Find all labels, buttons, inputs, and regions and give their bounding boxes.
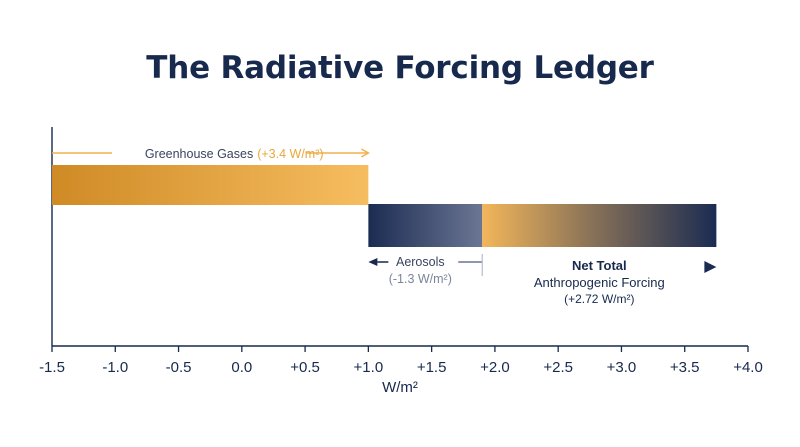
x-tick-label: +2.5 <box>543 359 573 376</box>
ghg-label: Greenhouse Gases (+3.4 W/m²) <box>145 147 324 161</box>
aerosols-label: Aerosols <box>396 255 445 269</box>
ghg-arrowhead-icon <box>360 148 370 158</box>
bar-net-total <box>482 204 717 247</box>
aerosols-value-label: (-1.3 W/m²) <box>389 272 452 286</box>
x-tick-label: +2.0 <box>480 359 510 376</box>
net-label-line1: Net Total <box>572 258 627 273</box>
x-tick-label: 0.0 <box>231 359 252 376</box>
net-label-line2: Anthropogenic Forcing <box>534 275 665 290</box>
x-tick-label: +1.0 <box>354 359 384 376</box>
x-tick-label: +4.0 <box>733 359 763 376</box>
x-axis-label: W/m² <box>382 379 418 396</box>
x-tick-label: +3.0 <box>607 359 637 376</box>
net-value-label: (+2.72 W/m²) <box>564 292 634 306</box>
x-tick-label: -1.0 <box>102 359 128 376</box>
x-tick-label: -0.5 <box>166 359 192 376</box>
aerosols-arrowhead-icon <box>368 258 378 266</box>
bar-aerosols <box>368 204 483 247</box>
bar-greenhouse-gases <box>52 165 369 205</box>
x-axis-ticks: -1.5 -1.0 -0.5 0.0 +0.5 +1.0 +1.5 +2.0 +2.5 +3.0 +… <box>39 346 763 376</box>
chart-title: The Radiative Forcing Ledger <box>146 50 654 86</box>
net-arrowhead-icon <box>704 261 717 273</box>
x-tick-label: +1.5 <box>417 359 447 376</box>
x-tick-label: +3.5 <box>670 359 700 376</box>
x-tick-label: -1.5 <box>39 359 65 376</box>
x-tick-label: +0.5 <box>290 359 320 376</box>
